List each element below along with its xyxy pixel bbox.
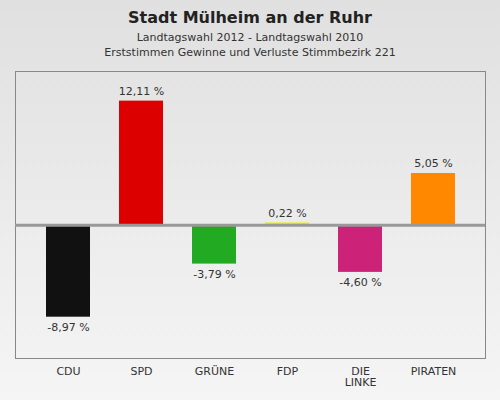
svg-text:GRÜNE: GRÜNE bbox=[195, 365, 234, 378]
svg-text:PIRATEN: PIRATEN bbox=[411, 365, 457, 378]
svg-text:5,05 %: 5,05 % bbox=[414, 157, 452, 170]
svg-text:FDP: FDP bbox=[277, 365, 299, 378]
svg-text:12,11 %: 12,11 % bbox=[119, 85, 164, 98]
svg-text:-3,79 %: -3,79 % bbox=[193, 268, 235, 281]
svg-text:-8,97 %: -8,97 % bbox=[47, 321, 89, 334]
svg-text:0,22 %: 0,22 % bbox=[268, 207, 306, 220]
svg-text:CDU: CDU bbox=[56, 365, 80, 378]
html-text:Landtagswahl 2012 - Landtagswa: Landtagswahl 2012 - Landtagswahl 2010 bbox=[136, 31, 364, 44]
svg-text:SPD: SPD bbox=[130, 365, 152, 378]
svg-text:-4,60 %: -4,60 % bbox=[339, 276, 381, 289]
svg-text:DIELINKE: DIELINKE bbox=[345, 365, 377, 389]
html-text:Stadt Mülheim an der Ruhr: Stadt Mülheim an der Ruhr bbox=[128, 8, 372, 27]
html-text:Erststimmen Gewinne und Verlus: Erststimmen Gewinne und Verluste Stimmbe… bbox=[104, 46, 396, 59]
